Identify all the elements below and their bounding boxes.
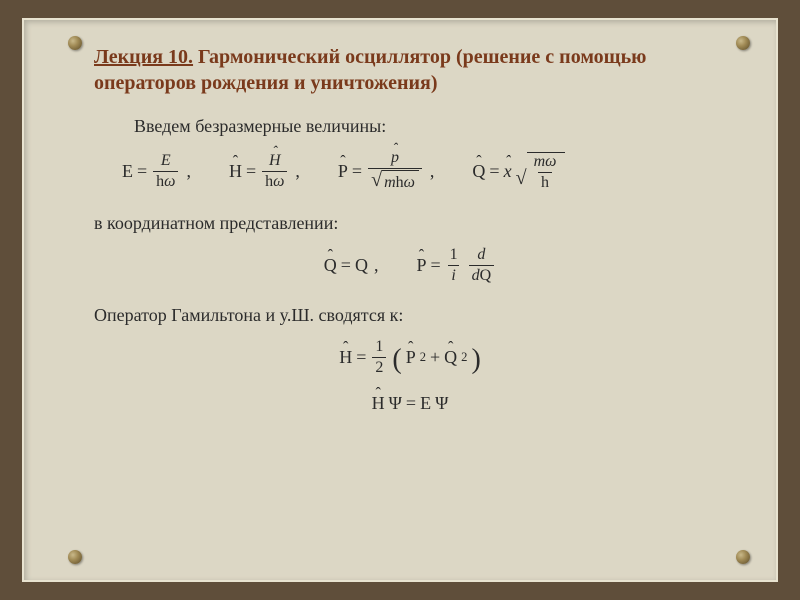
lparen: (	[392, 346, 401, 374]
equals: =	[352, 161, 362, 182]
P-hat: Ρ	[416, 255, 426, 276]
frac1-num: 1	[447, 246, 461, 265]
slide-frame-outer: Лекция 10. Гармонический осциллятор (реш…	[0, 0, 800, 600]
equation-row-coord: Q = Q, Ρ = 1 i d dQ	[94, 246, 726, 285]
hamiltonian-text: Оператор Гамильтона и у.Ш. сводятся к:	[94, 305, 726, 326]
P-numerator: p	[391, 149, 399, 167]
H-numerator: H	[269, 152, 281, 170]
equals: =	[430, 255, 440, 276]
slide-title: Лекция 10. Гармонический осциллятор (реш…	[94, 44, 726, 96]
Psi2: Ψ	[435, 393, 448, 414]
frac2-num: d	[474, 246, 488, 265]
comma: ,	[186, 161, 191, 182]
rivet-top-left	[68, 36, 82, 50]
frac2-den-Q: Q	[480, 267, 492, 284]
frac2-den-d: d	[472, 267, 480, 284]
P-den-omega: ω	[404, 174, 415, 192]
E-symbol: Ε	[122, 161, 133, 182]
P-den-h: h	[396, 174, 404, 192]
comma: ,	[374, 255, 379, 276]
equation-row-dimensionless: Ε = E hω , Η = H hω , Ρ =	[122, 149, 726, 193]
equals: =	[137, 161, 147, 182]
P-den-m: m	[384, 174, 396, 192]
Q-x: x	[504, 161, 512, 182]
rivet-bottom-left	[68, 550, 82, 564]
equals: =	[489, 161, 499, 182]
eq-P-def: Ρ = p √ mhω ,	[338, 149, 435, 193]
Q-num-m: m	[534, 153, 546, 170]
P3-sq: 2	[420, 350, 426, 365]
frac1-den: i	[448, 265, 458, 285]
comma: ,	[295, 161, 300, 182]
H-den-h: h	[265, 173, 273, 190]
H-den-omega: ω	[273, 173, 284, 190]
slide-frame-inner: Лекция 10. Гармонический осциллятор (реш…	[22, 18, 778, 582]
H3: Η	[339, 347, 352, 368]
title-lecture-number: Лекция 10.	[94, 46, 193, 68]
H-symbol: Η	[229, 161, 242, 182]
coord-repr-text: в координатном представлении:	[94, 213, 726, 234]
rparen: )	[471, 346, 480, 374]
Q3-sq: 2	[461, 350, 467, 365]
equals: =	[356, 347, 366, 368]
Q-num-omega: ω	[545, 153, 556, 170]
E-den-h: h	[156, 173, 164, 190]
Q-hat: Q	[324, 255, 337, 276]
Q-den-h: h	[538, 172, 552, 192]
eq-Q-coord: Q = Q,	[324, 255, 379, 276]
equals: =	[406, 393, 416, 414]
E4: Ε	[420, 393, 431, 414]
equals: =	[341, 255, 351, 276]
eq-H-def: Η = H hω ,	[229, 152, 300, 191]
eq-P-coord: Ρ = 1 i d dQ	[416, 246, 496, 285]
intro-text: Введем безразмерные величины:	[134, 116, 726, 137]
H4: Η	[372, 393, 385, 414]
equation-hamiltonian: Η = 1 2 ( Ρ2 + Q2 )	[94, 338, 726, 377]
Psi1: Ψ	[389, 393, 402, 414]
comma: ,	[430, 161, 435, 182]
Q-symbol: Q	[472, 161, 485, 182]
E-numerator: E	[158, 152, 174, 171]
P-symbol: Ρ	[338, 161, 348, 182]
equals: =	[246, 161, 256, 182]
equation-schrodinger: Η Ψ = ΕΨ	[94, 393, 726, 414]
P3: Ρ	[406, 347, 416, 368]
half-num: 1	[372, 338, 386, 357]
plus: +	[430, 347, 440, 368]
Q3: Q	[444, 347, 457, 368]
eq-E-def: Ε = E hω ,	[122, 152, 191, 191]
E-den-omega: ω	[164, 173, 175, 190]
half-den: 2	[372, 357, 386, 377]
rivet-bottom-right	[736, 550, 750, 564]
Q-rhs: Q	[355, 255, 368, 276]
eq-Q-def: Q = x √ mω h	[472, 152, 565, 190]
rivet-top-right	[736, 36, 750, 50]
